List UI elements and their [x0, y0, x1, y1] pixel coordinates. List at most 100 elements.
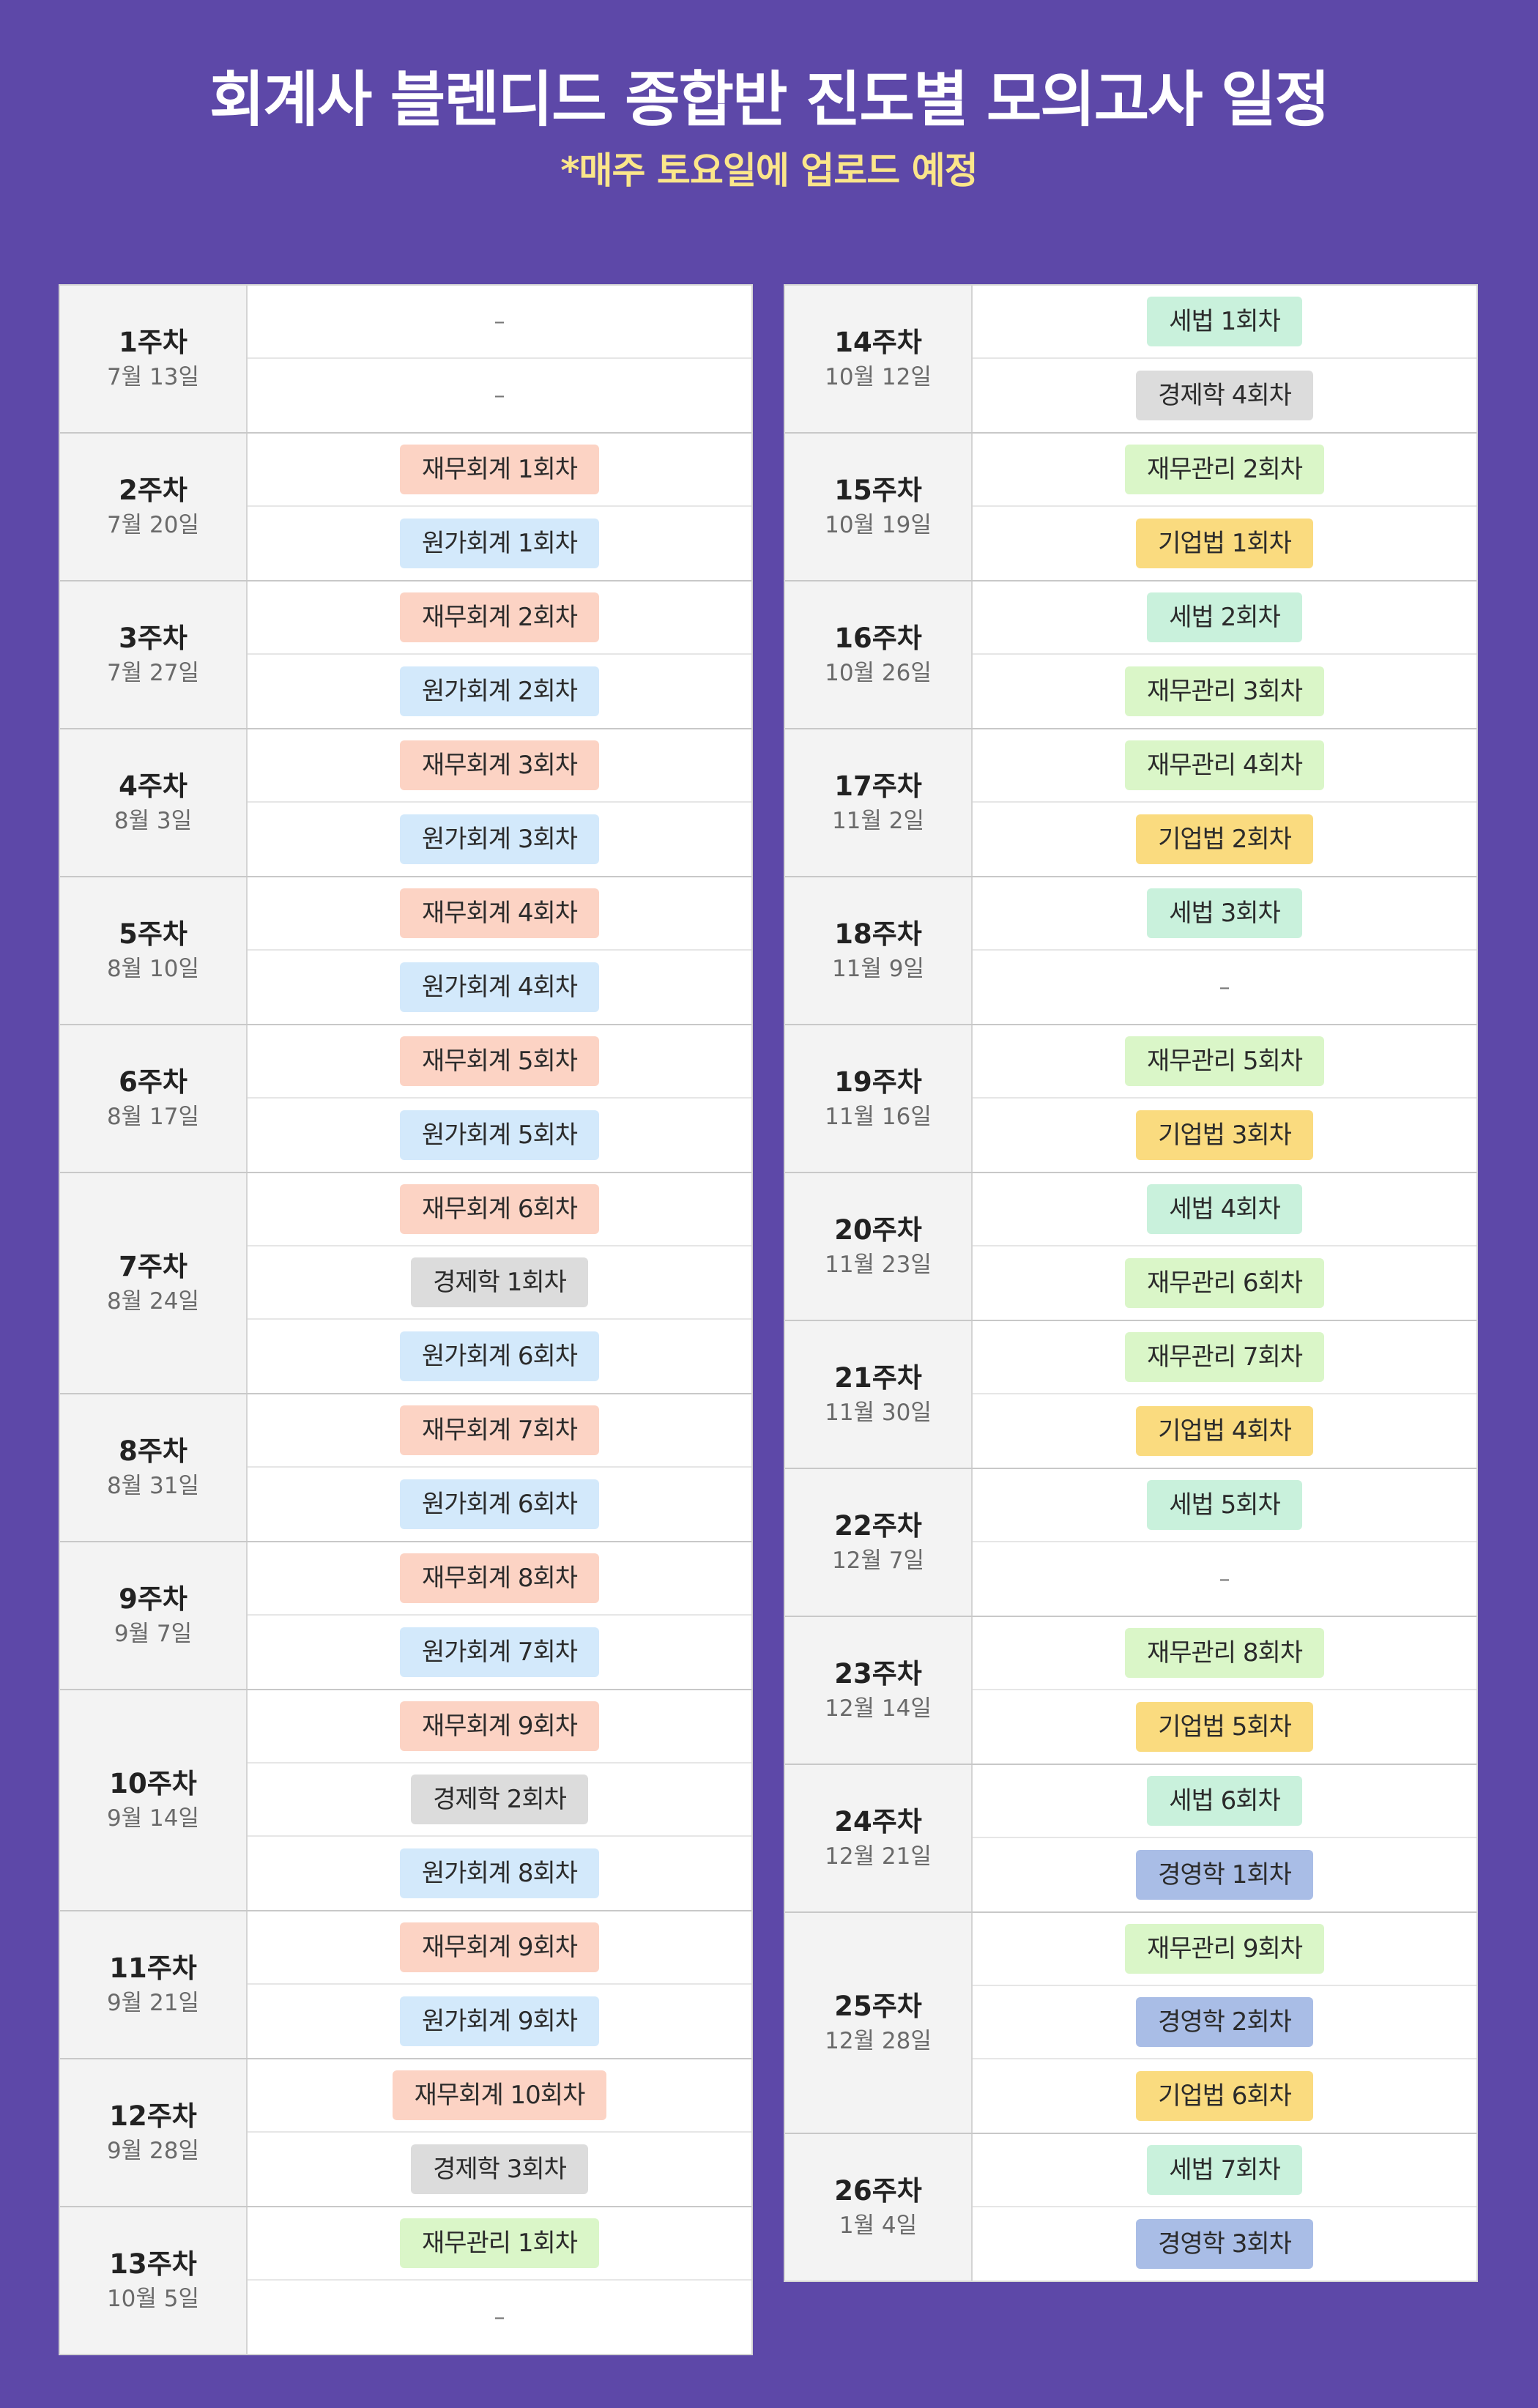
week-date: 11월 16일: [825, 1104, 932, 1130]
exam-slot: 원가회계 6회차: [248, 1320, 751, 1393]
week-row: 8주차 8월 31일 재무회계 7회차 원가회계 6회차: [60, 1394, 751, 1542]
week-name: 8주차: [119, 1435, 187, 1467]
exam-slots: 재무회계 7회차 원가회계 6회차: [248, 1394, 751, 1541]
exam-badge: 재무회계 6회차: [399, 1184, 600, 1234]
exam-badge: 원가회계 3회차: [399, 814, 600, 864]
empty-slot-dash: –: [494, 2304, 505, 2330]
exam-slot: 재무관리 5회차: [973, 1025, 1476, 1099]
week-label: 14주차 10월 12일: [785, 286, 973, 432]
exam-badge: 재무회계 9회차: [399, 1701, 600, 1751]
exam-badge: 기업법 6회차: [1136, 2071, 1313, 2121]
exam-slot: 기업법 5회차: [973, 1690, 1476, 1764]
week-date: 8월 3일: [114, 808, 193, 834]
exam-badge: 재무회계 4회차: [399, 888, 600, 938]
exam-slots: 재무회계 10회차 경제학 3회차: [248, 2059, 751, 2206]
week-row: 20주차 11월 23일 세법 4회차 재무관리 6회차: [785, 1173, 1476, 1321]
exam-slots: 재무회계 9회차 경제학 2회차 원가회계 8회차: [248, 1690, 751, 1910]
exam-slot: 재무관리 1회차: [248, 2207, 751, 2281]
exam-badge: 재무회계 5회차: [399, 1036, 600, 1086]
week-row: 7주차 8월 24일 재무회계 6회차 경제학 1회차 원가회계 6회차: [60, 1173, 751, 1394]
week-name: 24주차: [834, 1806, 922, 1837]
week-row: 13주차 10월 5일 재무관리 1회차 –: [60, 2207, 751, 2354]
week-date: 7월 13일: [106, 364, 200, 390]
exam-slots: 재무관리 1회차 –: [248, 2207, 751, 2354]
exam-badge: 세법 2회차: [1147, 592, 1302, 642]
week-label: 17주차 11월 2일: [785, 729, 973, 876]
week-date: 12월 28일: [825, 2028, 932, 2054]
exam-slot: 재무회계 6회차: [248, 1173, 751, 1246]
exam-slots: 세법 7회차 경영학 3회차: [973, 2134, 1476, 2281]
exam-slot: 경영학 3회차: [973, 2207, 1476, 2281]
week-row: 25주차 12월 28일 재무관리 9회차 경영학 2회차 기업법 6회차: [785, 1913, 1476, 2134]
week-name: 11주차: [109, 1952, 197, 1984]
week-date: 11월 30일: [825, 1400, 932, 1426]
exam-slot: 기업법 1회차: [973, 507, 1476, 580]
week-name: 9주차: [119, 1583, 187, 1615]
week-label: 3주차 7월 27일: [60, 581, 248, 728]
week-name: 12주차: [109, 2100, 197, 2132]
exam-slot: 재무회계 5회차: [248, 1025, 751, 1099]
week-name: 4주차: [119, 770, 187, 802]
exam-badge: 원가회계 9회차: [399, 1996, 600, 2046]
exam-slots: 세법 5회차 –: [973, 1469, 1476, 1616]
week-name: 19주차: [834, 1066, 922, 1098]
week-name: 25주차: [834, 1991, 922, 2022]
exam-badge: 원가회계 8회차: [399, 1848, 600, 1898]
exam-slot: 원가회계 2회차: [248, 655, 751, 728]
exam-slot: 재무회계 4회차: [248, 877, 751, 951]
week-row: 1주차 7월 13일 – –: [60, 286, 751, 434]
week-date: 9월 28일: [106, 2138, 200, 2164]
week-label: 22주차 12월 7일: [785, 1469, 973, 1616]
week-row: 9주차 9월 7일 재무회계 8회차 원가회계 7회차: [60, 1542, 751, 1690]
empty-slot-dash: –: [494, 382, 505, 409]
week-label: 1주차 7월 13일: [60, 286, 248, 432]
week-name: 21주차: [834, 1362, 922, 1394]
week-row: 23주차 12월 14일 재무관리 8회차 기업법 5회차: [785, 1617, 1476, 1765]
exam-slots: 재무관리 2회차 기업법 1회차: [973, 434, 1476, 580]
exam-slot: 경제학 4회차: [973, 359, 1476, 432]
exam-badge: 원가회계 4회차: [399, 962, 600, 1012]
exam-slot: 경제학 1회차: [248, 1246, 751, 1320]
week-label: 9주차 9월 7일: [60, 1542, 248, 1689]
exam-badge: 재무관리 9회차: [1124, 1924, 1325, 1974]
week-row: 14주차 10월 12일 세법 1회차 경제학 4회차: [785, 286, 1476, 434]
exam-slot: –: [248, 286, 751, 359]
week-row: 12주차 9월 28일 재무회계 10회차 경제학 3회차: [60, 2059, 751, 2207]
exam-badge: 원가회계 7회차: [399, 1627, 600, 1677]
exam-slots: 재무회계 5회차 원가회계 5회차: [248, 1025, 751, 1172]
week-date: 11월 9일: [831, 956, 925, 982]
week-label: 12주차 9월 28일: [60, 2059, 248, 2206]
week-row: 5주차 8월 10일 재무회계 4회차 원가회계 4회차: [60, 877, 751, 1025]
exam-slot: 재무회계 3회차: [248, 729, 751, 803]
week-row: 24주차 12월 21일 세법 6회차 경영학 1회차: [785, 1765, 1476, 1913]
exam-slot: 재무관리 4회차: [973, 729, 1476, 803]
week-row: 16주차 10월 26일 세법 2회차 재무관리 3회차: [785, 581, 1476, 729]
week-name: 3주차: [119, 623, 187, 654]
exam-slot: 재무관리 8회차: [973, 1617, 1476, 1690]
exam-slot: 재무관리 6회차: [973, 1246, 1476, 1320]
week-date: 8월 31일: [106, 1473, 200, 1499]
exam-slot: 재무회계 9회차: [248, 1690, 751, 1764]
exam-slots: 재무관리 5회차 기업법 3회차: [973, 1025, 1476, 1172]
exam-slots: 재무회계 8회차 원가회계 7회차: [248, 1542, 751, 1689]
exam-slot: 원가회계 6회차: [248, 1468, 751, 1541]
exam-slot: –: [973, 951, 1476, 1024]
week-date: 10월 19일: [825, 512, 932, 538]
exam-slot: 세법 5회차: [973, 1469, 1476, 1542]
week-label: 21주차 11월 30일: [785, 1321, 973, 1468]
week-row: 22주차 12월 7일 세법 5회차 –: [785, 1469, 1476, 1617]
week-row: 21주차 11월 30일 재무관리 7회차 기업법 4회차: [785, 1321, 1476, 1469]
exam-badge: 재무관리 5회차: [1124, 1036, 1325, 1086]
week-row: 3주차 7월 27일 재무회계 2회차 원가회계 2회차: [60, 581, 751, 729]
exam-badge: 재무관리 3회차: [1124, 666, 1325, 716]
exam-slot: 기업법 2회차: [973, 803, 1476, 876]
exam-badge: 원가회계 6회차: [399, 1331, 600, 1381]
week-label: 11주차 9월 21일: [60, 1911, 248, 2058]
week-date: 7월 20일: [106, 512, 200, 538]
week-label: 18주차 11월 9일: [785, 877, 973, 1024]
exam-badge: 재무관리 7회차: [1124, 1332, 1325, 1382]
week-name: 26주차: [834, 2175, 922, 2207]
exam-badge: 재무관리 4회차: [1124, 740, 1325, 790]
exam-slot: 재무관리 9회차: [973, 1913, 1476, 1986]
